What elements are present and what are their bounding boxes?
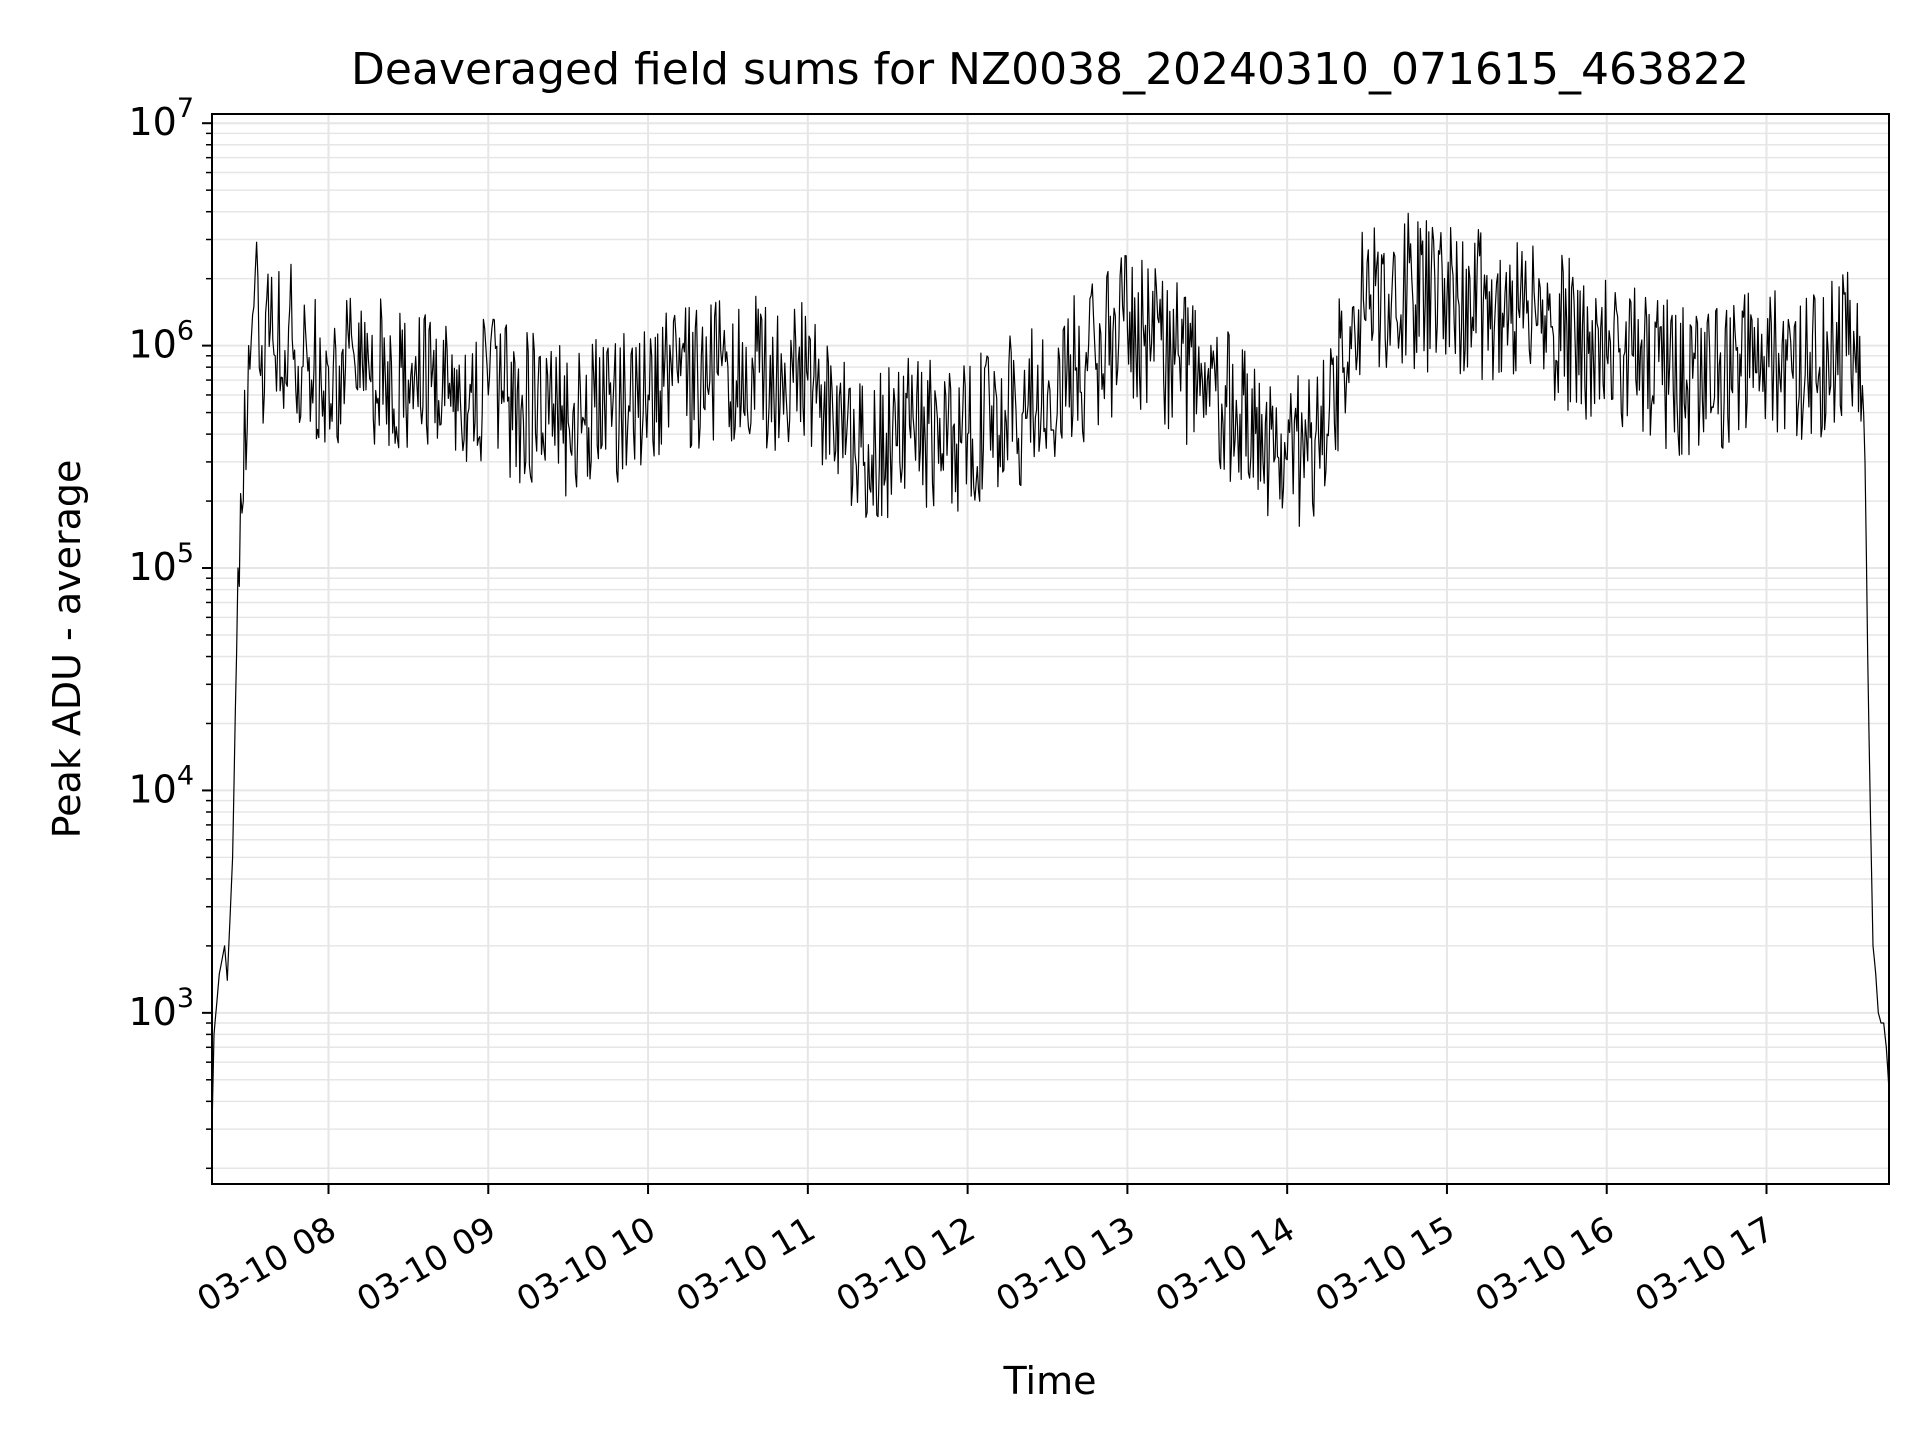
y-axis-label: Peak ADU - average — [45, 460, 89, 839]
y-tick-exponent: 6 — [177, 316, 194, 347]
y-tick-label: 104 — [128, 760, 194, 811]
y-tick-exponent: 3 — [177, 983, 194, 1014]
y-tick-label: 105 — [128, 538, 194, 589]
x-axis-label: Time — [1003, 1359, 1097, 1403]
y-tick-label: 103 — [128, 983, 194, 1034]
y-tick-label: 107 — [128, 93, 194, 144]
y-tick-exponent: 4 — [177, 760, 194, 791]
y-tick-base: 10 — [128, 100, 176, 144]
plot-layer — [211, 212, 1890, 1130]
y-tick-base: 10 — [128, 767, 176, 811]
y-tick-exponent: 7 — [177, 93, 194, 124]
y-tick-base: 10 — [128, 990, 176, 1034]
y-tick-label: 106 — [128, 316, 194, 367]
y-tick-base: 10 — [128, 545, 176, 589]
y-tick-exponent: 5 — [177, 538, 194, 569]
series-line — [211, 212, 1890, 1130]
y-tick-base: 10 — [128, 323, 176, 367]
grid-layer — [212, 114, 1889, 1184]
plot-frame — [211, 113, 1890, 1185]
chart-title: Deaveraged field sums for NZ0038_2024031… — [351, 44, 1749, 95]
